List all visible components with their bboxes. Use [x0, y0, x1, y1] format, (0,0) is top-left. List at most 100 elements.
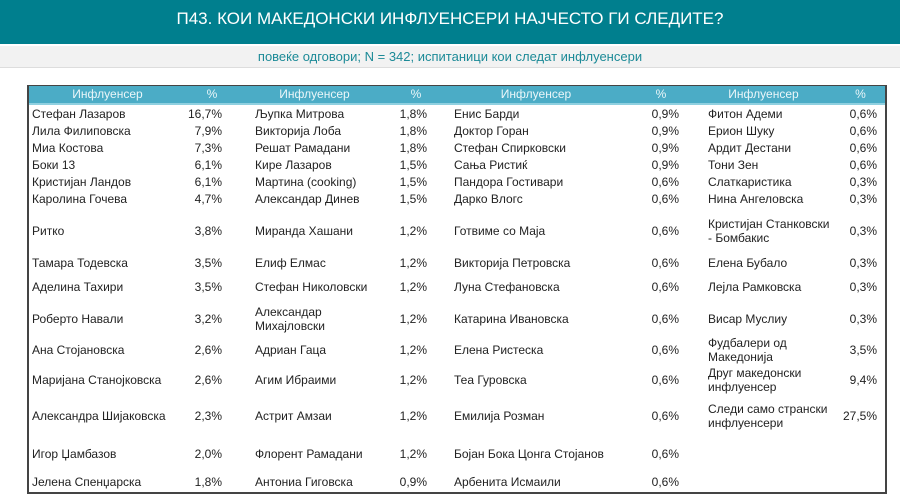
influencer-table: Инфлуенсер % Инфлуенсер % Инфлуенсер % И…: [27, 85, 887, 494]
influencer-percent: 1,2%: [399, 280, 427, 294]
influencer-percent: 1,2%: [399, 373, 427, 387]
influencer-percent: 3,5%: [194, 255, 222, 270]
influencer-percent: 0,6%: [849, 123, 877, 138]
subtitle: повеќе одговори; N = 342; испитаници кои…: [0, 46, 900, 68]
influencer-percent: 6,1%: [194, 157, 222, 172]
influencer-name: Александар Михајловски: [255, 305, 325, 333]
influencer-percent: 3,2%: [194, 312, 222, 326]
influencer-name: Каролина Гочева: [32, 192, 128, 206]
column-header-percent: %: [855, 87, 866, 101]
table-row: Маријана Станојковска 2,6% Агим Ибраими 1,2…: [29, 364, 885, 396]
influencer-percent: 0,3%: [849, 224, 877, 238]
influencer-percent: 1,8%: [399, 106, 427, 121]
influencer-percent: 1,5%: [399, 192, 427, 206]
influencer-percent: [836, 436, 885, 471]
table-row: Тамара Тодевска 3,5% Елиф Елмас 1,2% Виктори…: [29, 254, 885, 271]
influencer-name: Елиф Елмас: [255, 255, 326, 270]
influencer-percent: 3,8%: [194, 224, 222, 238]
influencer-percent: 2,3%: [194, 409, 222, 423]
influencer-percent: 0,9%: [651, 140, 679, 155]
influencer-percent: 1,8%: [194, 474, 222, 489]
influencer-name: Кире Лазаров: [255, 157, 332, 172]
influencer-name: Мартина (cooking): [255, 174, 357, 189]
influencer-percent: 0,6%: [651, 409, 679, 423]
influencer-name: Стефан Лазаров: [32, 106, 126, 121]
influencer-name: Доктор Горан: [454, 123, 529, 138]
influencer-name: Бојан Бока Цонга Стојанов: [454, 446, 604, 461]
influencer-percent: 0,6%: [651, 312, 679, 326]
table-header: Инфлуенсер % Инфлуенсер % Инфлуенсер % И…: [29, 86, 885, 105]
table-row: Ритко 3,8% Миранда Хашани 1,2% Готвиме со Ма…: [29, 208, 885, 254]
influencer-name: Катарина Ивановска: [454, 312, 569, 326]
table-row: Миа Костова 7,3% Решат Рамадани 1,8% Стефан …: [29, 139, 885, 156]
column-header-percent: %: [410, 87, 422, 101]
influencer-name: Флорент Рамадани: [255, 446, 363, 461]
influencer-percent: 16,7%: [187, 106, 222, 121]
influencer-name: Арбенита Исмаили: [454, 474, 561, 489]
influencer-name: Тамара Тодевска: [32, 255, 128, 270]
influencer-name: Ана Стојановска: [32, 342, 125, 357]
column-header-influencer: Инфлуенсер: [728, 87, 799, 101]
influencer-percent: 0,6%: [651, 224, 679, 238]
influencer-percent: 0,6%: [651, 280, 679, 294]
influencer-name: Нина Ангеловска: [708, 192, 804, 206]
influencer-percent: 0,6%: [651, 446, 679, 461]
influencer-name: Фудбалери од Македонија: [708, 335, 787, 364]
influencer-name: Емилија Розман: [454, 409, 545, 423]
table-row: Каролина Гочева 4,7% Александар Динев 1,5% Д…: [29, 190, 885, 208]
influencer-name: Лејла Рамковска: [708, 280, 802, 294]
influencer-name: [691, 436, 836, 471]
table-row: Стефан Лазаров 16,7% Љупка Митрова 1,8% Енис…: [29, 105, 885, 122]
influencer-name: Антониа Гиговска: [255, 474, 353, 489]
influencer-name: [691, 471, 836, 492]
influencer-name: Ардит Дестани: [708, 140, 792, 155]
influencer-name: Миранда Хашани: [255, 224, 353, 238]
table-row: Игор Џамбазов 2,0% Флорент Рамадани 1,2% Бој…: [29, 436, 885, 471]
influencer-name: Стефан Спирковски: [454, 140, 567, 155]
influencer-name: Елена Бубало: [708, 255, 788, 270]
influencer-percent: 0,3%: [849, 192, 877, 206]
influencer-percent: 1,2%: [399, 255, 427, 270]
influencer-percent: 0,6%: [849, 140, 877, 155]
table-row: Лила Филиповска 7,9% Викторија Лоба 1,8% Док…: [29, 122, 885, 139]
influencer-name: Викторија Петровска: [454, 255, 571, 270]
influencer-percent: 1,8%: [399, 140, 427, 155]
influencer-percent: 0,6%: [849, 157, 877, 172]
column-header-percent: %: [655, 87, 667, 101]
influencer-percent: 1,2%: [399, 312, 427, 326]
page-title: П43. КОИ МАКЕДОНСКИ ИНФЛУЕНСЕРИ НАЈЧЕСТО…: [0, 0, 900, 44]
influencer-percent: 2,6%: [194, 342, 222, 357]
influencer-name: Лила Филиповска: [32, 123, 131, 138]
influencer-name: Слаткаристика: [708, 174, 792, 189]
influencer-name: Јелена Спенџарска: [32, 474, 142, 489]
influencer-name: Готвиме со Маја: [454, 224, 546, 238]
influencer-name: Ерион Шуку: [708, 123, 775, 138]
influencer-percent: 0,9%: [399, 474, 427, 489]
influencer-name: Александар Динев: [255, 192, 360, 206]
influencer-percent: 6,1%: [194, 174, 222, 189]
influencer-name: Кристијан Станковски - Бомбакис: [708, 217, 830, 245]
influencer-percent: 9,4%: [849, 373, 877, 387]
column-header-percent: %: [206, 87, 218, 101]
influencer-percent: 1,2%: [399, 342, 427, 357]
influencer-name: Агим Ибраими: [255, 373, 337, 387]
influencer-percent: 1,2%: [399, 224, 427, 238]
influencer-percent: 0,6%: [651, 474, 679, 489]
influencer-name: Тони Зен: [708, 157, 759, 172]
influencer-name: Роберто Навали: [32, 312, 124, 326]
influencer-percent: 0,6%: [651, 255, 679, 270]
table-row: Ана Стојановска 2,6% Адриан Гаца 1,2% Елена …: [29, 335, 885, 364]
influencer-percent: 0,6%: [651, 192, 679, 206]
influencer-percent: 1,8%: [399, 123, 427, 138]
influencer-name: Висар Муслиу: [708, 312, 788, 326]
influencer-name: Викторија Лоба: [255, 123, 341, 138]
influencer-name: Теа Гуровска: [454, 373, 527, 387]
influencer-percent: 0,6%: [849, 106, 877, 121]
influencer-name: Енис Барди: [454, 106, 520, 121]
table-row: Кристијан Ландов 6,1% Мартина (cooking) 1,5…: [29, 173, 885, 190]
table-row: Александра Шијаковска 2,3% Астрит Амзаи 1,2…: [29, 396, 885, 436]
influencer-percent: 4,7%: [194, 192, 222, 206]
influencer-percent: 0,9%: [651, 157, 679, 172]
influencer-percent: 27,5%: [842, 409, 877, 423]
table-row: Јелена Спенџарска 1,8% Антониа Гиговска 0,9…: [29, 471, 885, 492]
